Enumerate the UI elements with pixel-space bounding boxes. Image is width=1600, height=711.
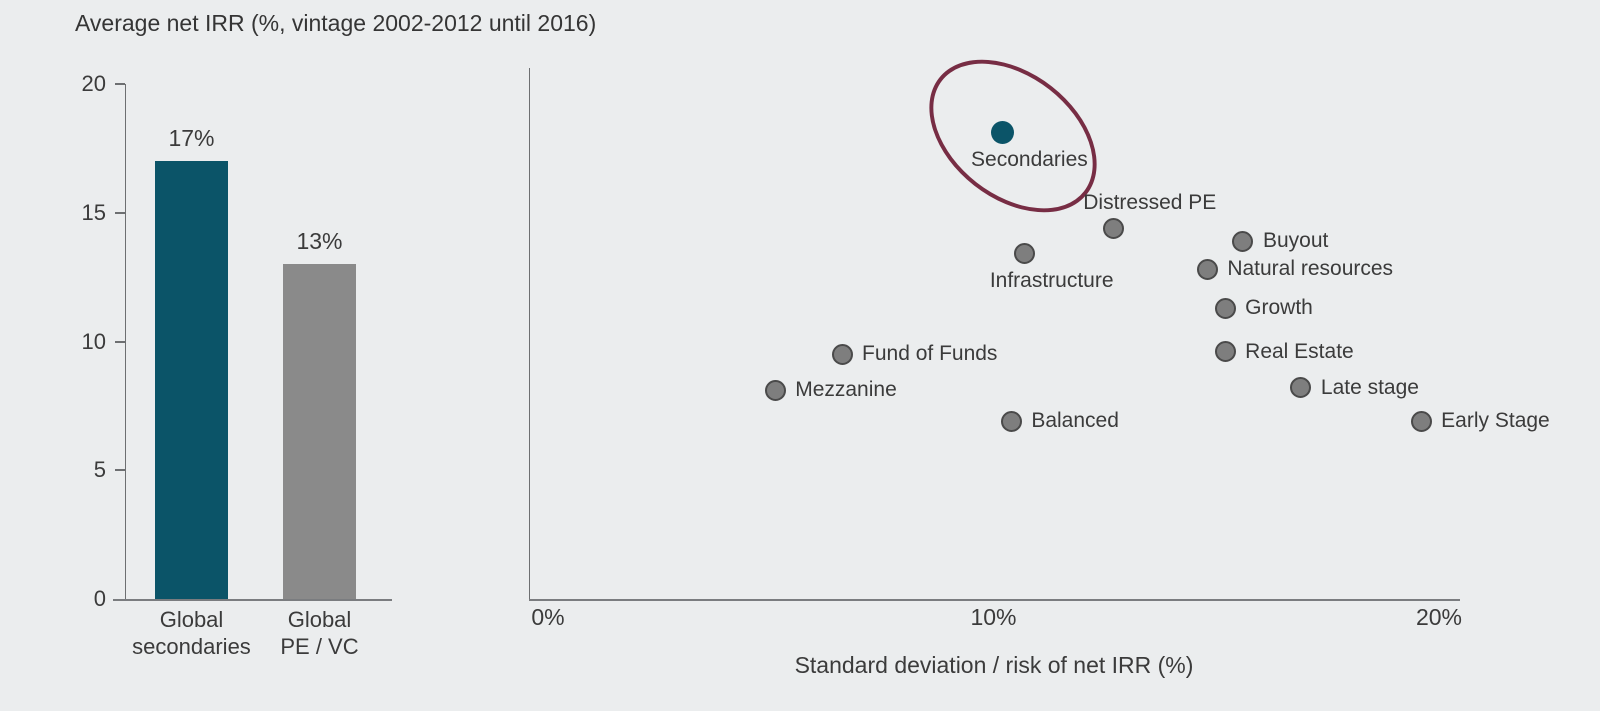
- bar-y-tick: [115, 211, 125, 214]
- figure-title: Average net IRR (%, vintage 2002-2012 un…: [75, 10, 597, 36]
- point-label-growth: Growth: [1245, 296, 1313, 320]
- bar-y-tick: [115, 469, 125, 472]
- bar-y-tick-label: 0: [93, 586, 106, 611]
- point-label-natural-resources: Natural resources: [1227, 257, 1394, 281]
- point-early-stage: [1410, 410, 1432, 432]
- bar-y-tick-label: 15: [81, 199, 106, 225]
- point-growth: [1214, 297, 1236, 319]
- point-buyout: [1232, 230, 1254, 252]
- bar-global-secondaries: [155, 161, 228, 599]
- point-label-balanced: Balanced: [1031, 409, 1119, 433]
- point-late-stage: [1290, 377, 1312, 399]
- scatter-x-tick-label: 10%: [970, 604, 1017, 630]
- bar-category-label: Global secondaries: [132, 607, 251, 659]
- bar-y-tick: [115, 340, 125, 343]
- point-label-early-stage: Early Stage: [1441, 409, 1550, 433]
- point-mezzanine: [764, 379, 786, 401]
- point-natural-resources: [1196, 258, 1218, 280]
- scatter-x-tick-label: 20%: [1415, 604, 1463, 630]
- point-label-distressed-pe: Distressed PE: [1083, 191, 1217, 215]
- bar-global-pe-vc: [283, 264, 356, 599]
- bar-y-axis: [125, 84, 126, 599]
- point-label-mezzanine: Mezzanine: [795, 378, 897, 402]
- scatter-x-axis: [529, 599, 1460, 601]
- scatter-x-axis-title: Standard deviation / risk of net IRR (%): [794, 652, 1194, 678]
- bar-y-tick-label: 5: [93, 457, 106, 483]
- bar-value-label: 13%: [296, 228, 343, 255]
- point-label-fund-of-funds: Fund of Funds: [862, 342, 998, 366]
- bar-y-tick-label: 10: [81, 328, 106, 354]
- point-label-real-estate: Real Estate: [1245, 339, 1354, 363]
- point-label-infrastructure: Infrastructure: [989, 268, 1114, 292]
- point-label-buyout: Buyout: [1262, 229, 1329, 253]
- bar-category-label: Global PE / VC: [280, 607, 359, 659]
- bar-x-axis: [113, 599, 392, 601]
- point-real-estate: [1214, 341, 1236, 363]
- bar-value-label: 17%: [168, 125, 215, 152]
- bar-y-tick-label: 20: [81, 71, 106, 96]
- point-secondaries: [990, 121, 1014, 145]
- point-distressed-pe: [1103, 217, 1125, 239]
- point-label-secondaries: Secondaries: [971, 147, 1088, 171]
- point-balanced: [1000, 410, 1022, 432]
- scatter-x-tick-label: 0%: [531, 604, 565, 630]
- point-fund-of-funds: [831, 343, 853, 365]
- scatter-y-axis: [529, 68, 530, 599]
- point-infrastructure: [1014, 243, 1036, 265]
- bar-y-tick: [115, 83, 125, 85]
- point-label-late-stage: Late stage: [1320, 375, 1419, 399]
